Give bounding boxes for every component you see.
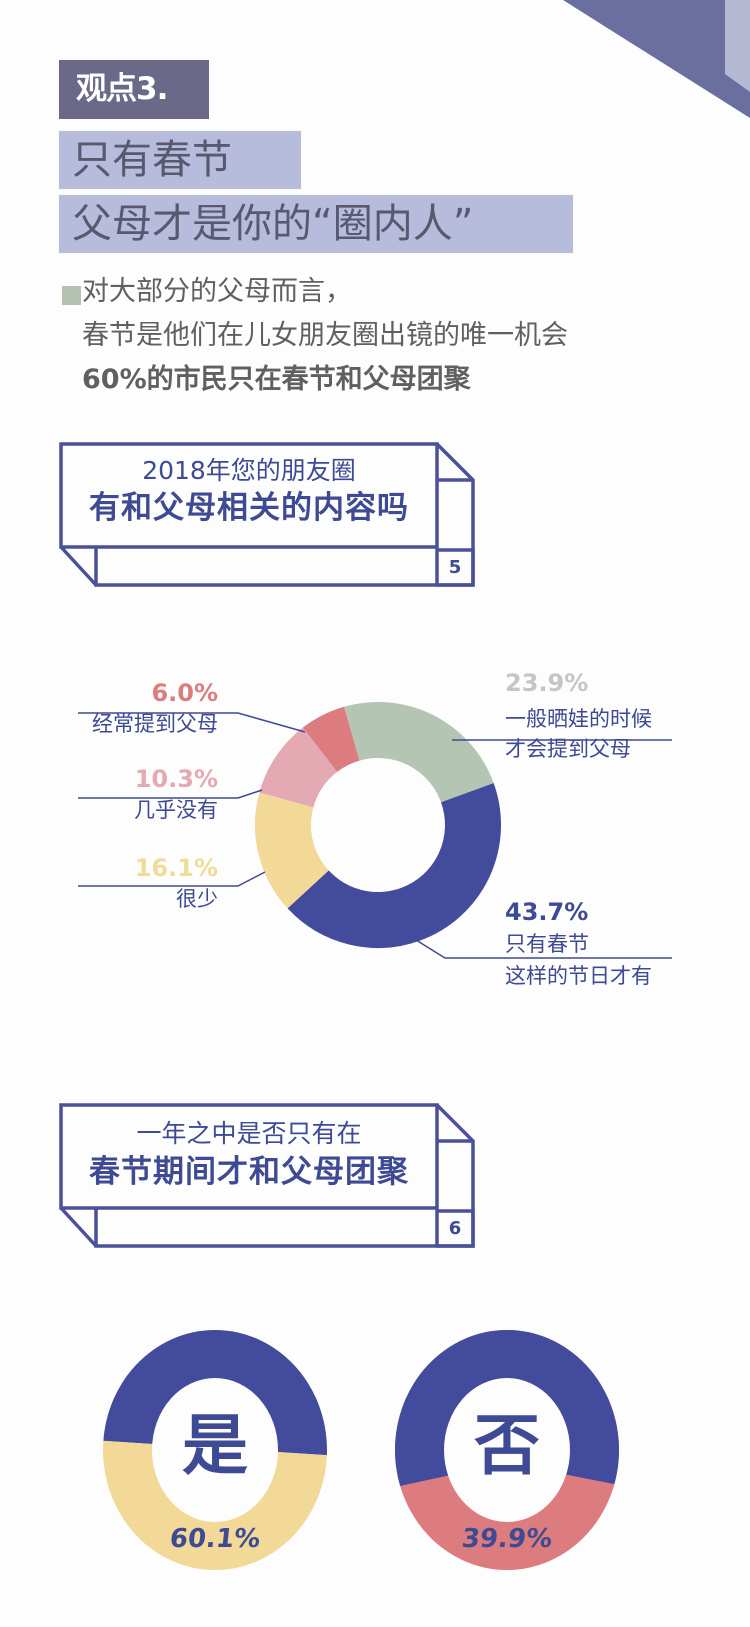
label-rarely-pct: 16.1%: [134, 854, 218, 882]
label-festival-text-1: 只有春节: [505, 932, 589, 956]
donut-chart-no: [395, 1330, 619, 1570]
label-rarely-text: 很少: [176, 887, 218, 911]
viewpoint-tag: 观点3.: [59, 60, 209, 119]
question-box-6-frame: [59, 1103, 475, 1248]
donut-yes-center-label: 是: [182, 1407, 248, 1484]
headline-line-2: 父母才是你的“圈内人”: [59, 195, 573, 253]
question-6-line-2: 春节期间才和父母团聚: [89, 1154, 409, 1190]
donut-chart-parents-content: [78, 702, 672, 959]
donut-no-pct: 39.9%: [460, 1524, 554, 1554]
label-almost-none-text: 几乎没有: [134, 798, 218, 822]
donut-chart-yes: [103, 1330, 327, 1570]
label-kids-text-2: 才会提到父母: [505, 737, 631, 761]
corner-decoration: [563, 0, 750, 118]
question-6-number: 6: [448, 1218, 462, 1239]
label-often-pct: 6.0%: [151, 679, 218, 707]
question-5-line-2: 有和父母相关的内容吗: [89, 490, 409, 526]
label-festival-text-2: 这样的节日才有: [505, 964, 652, 988]
question-5-line-1: 2018年您的朋友圈: [142, 456, 356, 485]
question-5-number: 5: [448, 557, 462, 578]
intro-line-3: 60%的市民只在春节和父母团聚: [82, 364, 471, 395]
headline-line-1: 只有春节: [59, 131, 301, 189]
donut-yes-pct: 60.1%: [168, 1524, 262, 1554]
intro-line-2: 春节是他们在儿女朋友圈出镜的唯一机会: [82, 320, 568, 351]
label-kids-pct: 23.9%: [505, 669, 589, 697]
donut-no-center-label: 否: [474, 1407, 540, 1484]
label-almost-none-pct: 10.3%: [134, 765, 218, 793]
label-kids-text-1: 一般晒娃的时候: [505, 707, 652, 731]
bullet-square-icon: [62, 286, 81, 305]
label-festival-pct: 43.7%: [505, 898, 589, 926]
question-box-5-frame: [59, 442, 475, 587]
intro-line-1: 对大部分的父母而言，: [82, 276, 352, 307]
question-6-line-1: 一年之中是否只有在: [136, 1119, 362, 1148]
intro-text: 对大部分的父母而言， 春节是他们在儿女朋友圈出镜的唯一机会 60%的市民只在春节…: [82, 270, 568, 402]
label-often-text: 经常提到父母: [92, 712, 218, 736]
